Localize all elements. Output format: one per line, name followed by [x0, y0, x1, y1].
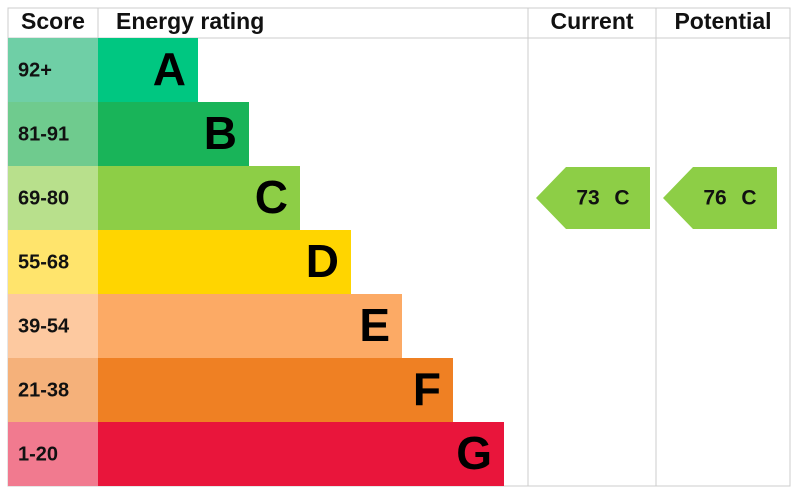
- rating-bar: [98, 38, 198, 102]
- band-letter: F: [413, 363, 441, 415]
- potential-score: 76: [703, 187, 726, 210]
- score-label: 39-54: [18, 315, 70, 337]
- rating-bar: [98, 102, 249, 166]
- score-label: 92+: [18, 59, 52, 81]
- header-score: Score: [21, 8, 85, 34]
- band-letter: D: [306, 235, 339, 287]
- rating-bar: [98, 422, 504, 486]
- rating-bar: [98, 294, 402, 358]
- header-potential: Potential: [674, 8, 771, 34]
- score-label: 1-20: [18, 443, 58, 465]
- current-score: 73: [576, 187, 599, 210]
- score-cell: [8, 166, 98, 230]
- score-cell: [8, 102, 98, 166]
- potential-arrow: [663, 167, 777, 229]
- score-label: 55-68: [18, 251, 69, 273]
- band-letter: A: [153, 43, 186, 95]
- rating-bar: [98, 230, 351, 294]
- current-arrow: [536, 167, 650, 229]
- current-band: C: [614, 187, 629, 210]
- score-cell: [8, 422, 98, 486]
- band-letter: E: [359, 299, 390, 351]
- score-label: 21-38: [18, 379, 69, 401]
- rating-bar: [98, 166, 300, 230]
- score-cell: [8, 294, 98, 358]
- band-letter: B: [204, 107, 237, 159]
- band-letter: C: [255, 171, 288, 223]
- score-cell: [8, 38, 98, 102]
- header-rating: Energy rating: [116, 8, 264, 34]
- rating-bar: [98, 358, 453, 422]
- score-cell: [8, 358, 98, 422]
- score-label: 81-91: [18, 123, 69, 145]
- potential-band: C: [741, 187, 756, 210]
- score-label: 69-80: [18, 187, 69, 209]
- header-current: Current: [550, 8, 633, 34]
- band-letter: G: [456, 427, 492, 479]
- score-cell: [8, 230, 98, 294]
